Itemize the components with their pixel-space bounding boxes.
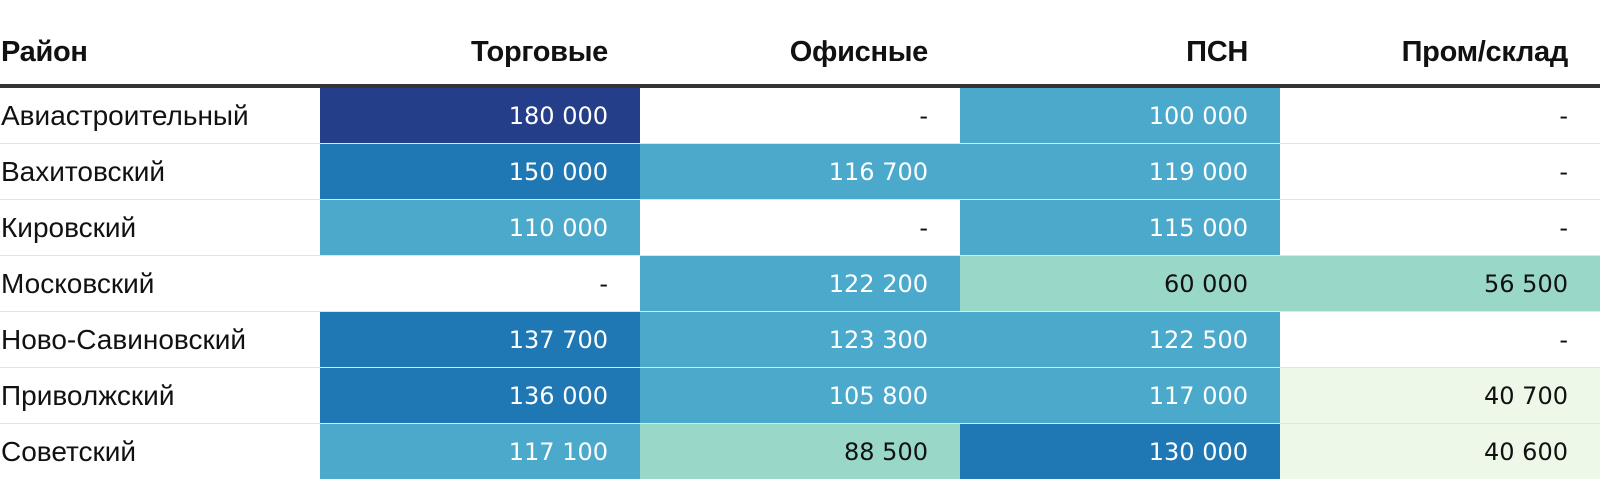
heat-cell-psn: 122 500 — [960, 311, 1280, 368]
heat-cell-psn: 100 000 — [960, 86, 1280, 144]
heat-cell-retail: 137 700 — [320, 311, 640, 368]
district-name-cell: Советский — [0, 423, 320, 479]
heat-cell-office: 122 200 — [640, 255, 960, 312]
heat-cell-industrial: 40 600 — [1280, 423, 1600, 479]
column-header-office[interactable]: Офисные — [640, 20, 960, 88]
header-row: Район Торговые Офисные ПСН Пром/склад — [0, 20, 1600, 88]
heat-cell-retail: 117 100 — [320, 423, 640, 479]
table-row: Московский -122 200 60 000 56 500 — [0, 255, 1600, 312]
district-name-cell: Московский — [0, 255, 320, 312]
heat-cell-retail: 180 000 — [320, 86, 640, 144]
heat-cell-psn: 119 000 — [960, 143, 1280, 200]
heat-cell-office: 116 700 — [640, 143, 960, 200]
heat-cell-industrial: 56 500 — [1280, 255, 1600, 312]
heat-cell-industrial: - — [1280, 86, 1600, 144]
table-body: Авиастроительный 180 000-100 000- Вахитовс… — [0, 86, 1600, 479]
table-row: Ново-Савиновский 137 700 123 300 122 500- — [0, 311, 1600, 368]
table-row: Советский 117 100 88 500 130 000 40 600 — [0, 423, 1600, 479]
column-header-psn[interactable]: ПСН — [960, 20, 1280, 88]
table-row: Приволжский 136 000 105 800 117 000 40 700 — [0, 367, 1600, 424]
heat-cell-retail: 136 000 — [320, 367, 640, 424]
heat-cell-office: 105 800 — [640, 367, 960, 424]
district-name-cell: Вахитовский — [0, 143, 320, 200]
district-name-cell: Авиастроительный — [1, 99, 249, 131]
heat-cell-industrial: - — [1280, 199, 1600, 256]
heat-cell-office: 123 300 — [640, 311, 960, 368]
heat-cell-office: - — [640, 199, 960, 256]
heat-cell-office: 88 500 — [640, 423, 960, 479]
column-header-district[interactable]: Район — [0, 20, 320, 88]
table-row: Кировский 110 000-115 000- — [0, 199, 1600, 256]
heat-cell-retail: 150 000 — [320, 143, 640, 200]
heat-cell-psn: 60 000 — [960, 255, 1280, 312]
district-name-cell: Ново-Савиновский — [0, 311, 320, 368]
column-header-industrial[interactable]: Пром/склад — [1280, 20, 1600, 88]
table-row: Вахитовский 150 000 116 700 119 000- — [0, 143, 1600, 200]
heat-cell-industrial: - — [1280, 143, 1600, 200]
table-row: Авиастроительный 180 000-100 000- — [0, 86, 1600, 144]
heat-cell-office: - — [640, 86, 960, 144]
heat-cell-psn: 117 000 — [960, 367, 1280, 424]
district-name-cell: Кировский — [0, 199, 320, 256]
column-header-retail[interactable]: Торговые — [320, 20, 640, 88]
heat-cell-industrial: - — [1280, 311, 1600, 368]
district-name-cell: Приволжский — [0, 367, 320, 424]
heatmap-table: Район Торговые Офисные ПСН Пром/склад Ав… — [0, 20, 1600, 479]
heat-cell-industrial: 40 700 — [1280, 367, 1600, 424]
heat-cell-retail: - — [320, 255, 640, 312]
heat-cell-retail: 110 000 — [320, 199, 640, 256]
heat-cell-psn: 130 000 — [960, 423, 1280, 479]
heat-cell-psn: 115 000 — [960, 199, 1280, 256]
